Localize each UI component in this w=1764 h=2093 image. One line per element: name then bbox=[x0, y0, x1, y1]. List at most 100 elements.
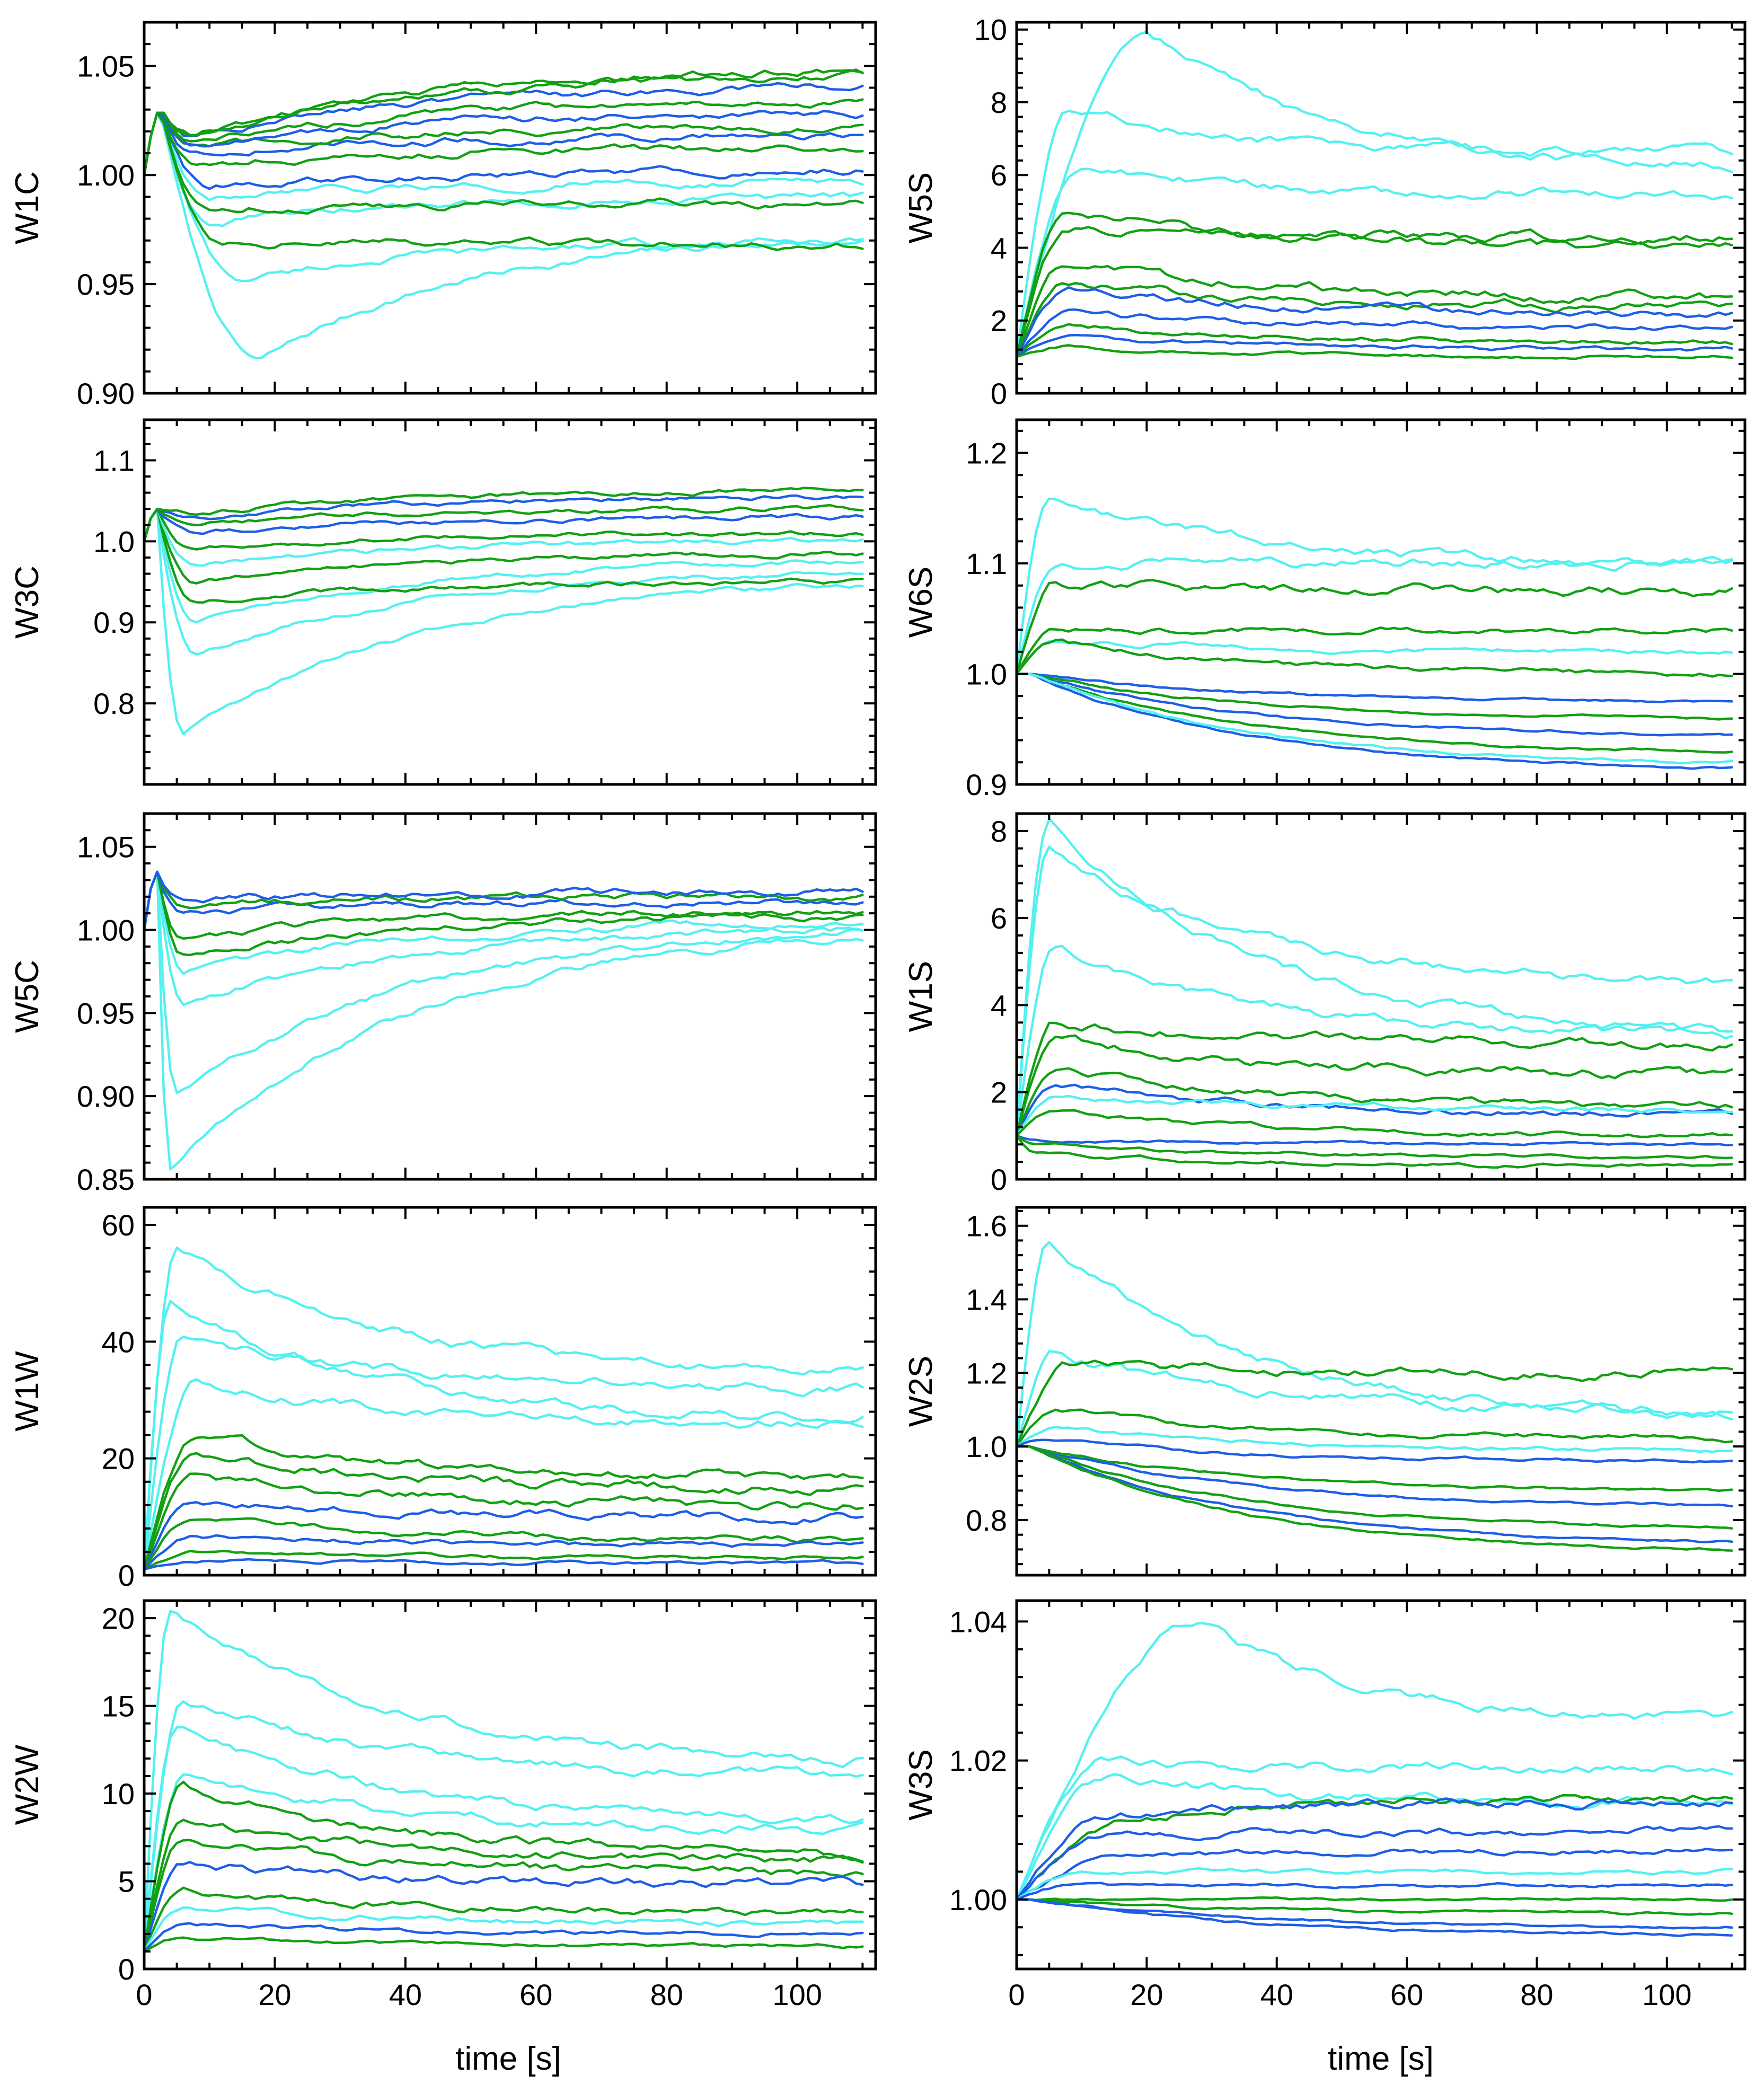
series-line-W6S-5 bbox=[1017, 640, 1733, 675]
series-line-W1S-8 bbox=[1017, 1094, 1733, 1137]
series-line-W2S-11 bbox=[1017, 1445, 1733, 1552]
series-line-W1S-5 bbox=[1017, 1034, 1733, 1137]
series-line-W3C-10 bbox=[144, 494, 864, 543]
y-tick-label: 0.90 bbox=[77, 1080, 135, 1113]
series-line-W3C-1 bbox=[144, 507, 864, 736]
series-line-W3S-2 bbox=[1017, 1755, 1733, 1901]
series-line-W1W-1 bbox=[144, 1246, 864, 1571]
y-tick-label: 1.6 bbox=[966, 1209, 1007, 1243]
series-line-W6S-4 bbox=[1017, 626, 1733, 675]
series-line-W2W-9 bbox=[144, 1886, 864, 1953]
y-tick-label: 1.05 bbox=[77, 49, 135, 83]
series-line-W1S-6 bbox=[1017, 1067, 1733, 1137]
panel-W6S: 0.9 1.0 1.1 1.2 W6S bbox=[903, 418, 1747, 801]
series-line-W2S-7 bbox=[1017, 1445, 1733, 1492]
x-tick-label: 0 bbox=[136, 1978, 152, 2011]
y-axis-label-W1S: W1S bbox=[903, 961, 939, 1032]
y-tick-label: 1.0 bbox=[966, 1430, 1007, 1463]
series-line-W5S-5 bbox=[1017, 226, 1733, 358]
series-line-W5S-12 bbox=[1017, 344, 1733, 360]
series-line-W1C-12 bbox=[144, 98, 864, 176]
series-line-W5S-11 bbox=[1017, 333, 1733, 358]
series-group-W1W bbox=[144, 1246, 864, 1571]
series-line-W2S-6 bbox=[1017, 1438, 1733, 1464]
series-line-W2S-10 bbox=[1017, 1445, 1733, 1543]
x-tick-label: 40 bbox=[1260, 1978, 1293, 2011]
series-line-W3S-5 bbox=[1017, 1797, 1733, 1901]
series-line-W5C-8 bbox=[144, 870, 864, 931]
y-tick-label: 10 bbox=[102, 1777, 135, 1811]
series-line-W5S-2 bbox=[1017, 110, 1733, 358]
y-tick-label: 20 bbox=[102, 1442, 135, 1476]
y-tick-label: 0.90 bbox=[77, 377, 135, 410]
x-tick-label: 80 bbox=[650, 1978, 683, 2011]
series-line-W3S-8 bbox=[1017, 1867, 1733, 1901]
series-line-W1C-10 bbox=[144, 111, 864, 176]
series-line-W1C-2 bbox=[144, 111, 864, 282]
series-line-W3C-6 bbox=[144, 507, 864, 567]
series-group-W3C bbox=[144, 487, 864, 736]
y-tick-label: 6 bbox=[991, 902, 1007, 935]
series-line-W5S-1 bbox=[1017, 30, 1733, 358]
series-line-W1W-8 bbox=[144, 1501, 864, 1571]
series-line-W1W-2 bbox=[144, 1300, 864, 1571]
series-group-W2W bbox=[144, 1610, 864, 1953]
series-line-W2W-1 bbox=[144, 1610, 864, 1953]
series-line-W3C-3 bbox=[144, 507, 864, 624]
x-tick-label: 60 bbox=[1390, 1978, 1423, 2011]
series-line-W1S-11 bbox=[1017, 1134, 1733, 1160]
plot-frame-W6S bbox=[1015, 418, 1747, 786]
panel-W3S: 0 20 40 60 80 100 1.00 1.02 1.04 W3S bbox=[903, 1599, 1747, 2011]
y-tick-label: 1.04 bbox=[949, 1605, 1007, 1638]
series-line-W2W-7 bbox=[144, 1839, 864, 1953]
series-line-W3S-13 bbox=[1017, 1898, 1733, 1937]
series-line-W1S-3 bbox=[1017, 944, 1733, 1137]
plot-frame-W3C bbox=[143, 418, 877, 786]
series-line-W5C-1 bbox=[144, 870, 864, 1171]
series-group-W5C bbox=[144, 870, 864, 1171]
series-line-W1S-9 bbox=[1017, 1109, 1733, 1138]
series-line-W3C-11 bbox=[144, 487, 864, 543]
series-line-W2W-12 bbox=[144, 1936, 864, 1953]
series-line-W5C-9 bbox=[144, 870, 864, 931]
series-line-W1C-3 bbox=[144, 111, 864, 227]
y-tick-label: 4 bbox=[991, 988, 1007, 1022]
series-line-W3C-5 bbox=[144, 507, 864, 585]
y-tick-label: 20 bbox=[102, 1602, 135, 1635]
panel-W2S: 0.8 1.0 1.2 1.4 1.6 W2S bbox=[903, 1206, 1747, 1577]
y-tick-label: 1.00 bbox=[949, 1883, 1007, 1917]
series-line-W1S-1 bbox=[1017, 818, 1733, 1137]
series-line-W5C-6 bbox=[144, 870, 864, 940]
x-tick-label: 40 bbox=[389, 1978, 422, 2011]
y-tick-label: 4 bbox=[991, 231, 1007, 264]
y-axis-label-W1W: W1W bbox=[9, 1351, 46, 1432]
series-line-W2S-9 bbox=[1017, 1445, 1733, 1530]
plot-frame-W1C bbox=[143, 21, 877, 395]
series-group-W3S bbox=[1017, 1621, 1733, 1937]
series-line-W2S-8 bbox=[1017, 1445, 1733, 1508]
x-axis-label-left: time [s] bbox=[455, 2041, 561, 2077]
series-line-W6S-8 bbox=[1017, 673, 1733, 721]
series-line-W1W-11 bbox=[144, 1550, 864, 1571]
series-line-W2W-6 bbox=[144, 1818, 864, 1953]
series-line-W1C-11 bbox=[144, 110, 864, 176]
y-axis-label-W3C: W3C bbox=[9, 566, 46, 639]
series-line-W1S-7 bbox=[1017, 1083, 1733, 1137]
y-tick-label: 40 bbox=[102, 1325, 135, 1358]
series-line-W1C-7 bbox=[144, 111, 864, 190]
series-group-W2S bbox=[1017, 1241, 1733, 1552]
series-line-W1W-12 bbox=[144, 1558, 864, 1571]
series-line-W1S-10 bbox=[1017, 1134, 1733, 1146]
y-tick-label: 6 bbox=[991, 158, 1007, 192]
series-line-W6S-2 bbox=[1017, 555, 1733, 675]
x-tick-label: 80 bbox=[1520, 1978, 1553, 2011]
series-line-W2W-4 bbox=[144, 1773, 864, 1953]
series-line-W5S-10 bbox=[1017, 323, 1733, 358]
panel-W1W: 0 20 40 60 W1W bbox=[9, 1206, 877, 1592]
x-tick-label: 100 bbox=[1642, 1978, 1691, 2011]
series-line-W3S-3 bbox=[1017, 1773, 1733, 1901]
series-line-W5S-9 bbox=[1017, 308, 1733, 358]
y-tick-label: 0 bbox=[118, 1559, 135, 1592]
y-tick-label: 2 bbox=[991, 304, 1007, 338]
y-tick-label: 60 bbox=[102, 1208, 135, 1242]
